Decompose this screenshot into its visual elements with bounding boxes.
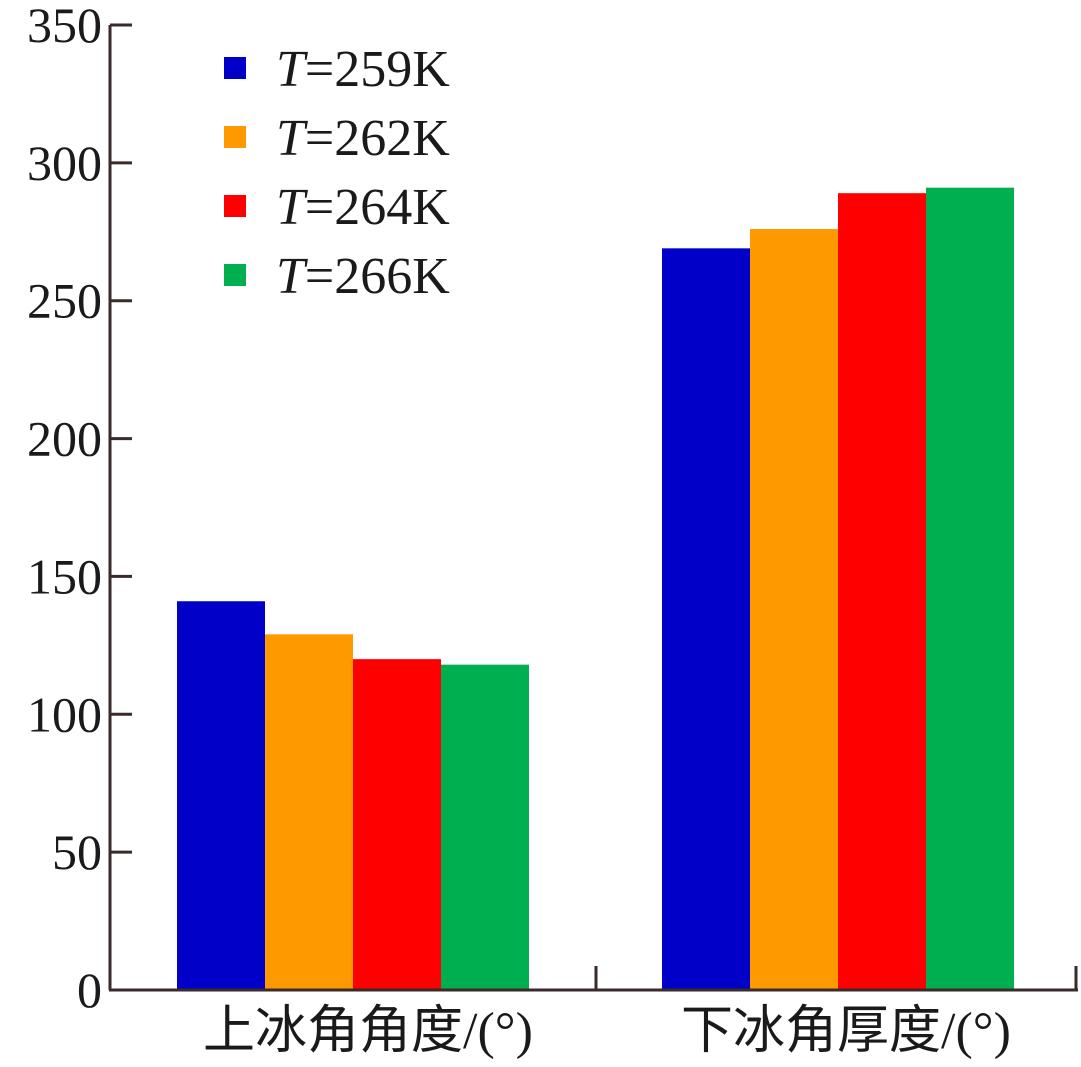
axes-layer <box>108 25 1078 992</box>
legend-swatch-1 <box>224 57 246 79</box>
bar-3-cat-1 <box>353 659 441 990</box>
bar-3-cat-2 <box>838 193 926 990</box>
y-tick-label-100: 100 <box>27 686 102 742</box>
bar-1-cat-2 <box>662 248 750 991</box>
bars-layer <box>177 187 1014 991</box>
bar-4-cat-2 <box>926 187 1014 990</box>
legend-swatch-2 <box>224 126 246 148</box>
bar-2-cat-2 <box>750 229 838 990</box>
legend-label-3: T=264K <box>276 179 450 236</box>
y-tick-label-250: 250 <box>27 273 102 329</box>
legend-swatch-3 <box>224 195 246 217</box>
legend-label-4: T=266K <box>276 248 450 305</box>
x-category-label-1: 上冰角角度/(°) <box>203 1003 533 1060</box>
legend-swatch-4 <box>224 264 246 286</box>
y-tick-label-150: 150 <box>27 548 102 604</box>
y-tick-label-50: 50 <box>52 824 102 880</box>
y-tick-label-300: 300 <box>27 135 102 191</box>
y-tick-label-350: 350 <box>27 0 102 53</box>
legend-label-2: T=262K <box>276 110 450 167</box>
legend: T=259K T=262K T=264K T=266K <box>224 41 450 305</box>
y-ticks-layer: 0 50 100 150 200 250 300 350 <box>27 0 132 1018</box>
bar-4-cat-1 <box>441 664 529 990</box>
bar-1-cat-1 <box>177 601 265 990</box>
x-category-label-2: 下冰角厚度/(°) <box>681 1003 1011 1060</box>
legend-label-1: T=259K <box>276 41 450 98</box>
x-categories-layer: 上冰角角度/(°) 下冰角厚度/(°) <box>203 1003 1011 1060</box>
y-tick-label-0: 0 <box>77 962 102 1018</box>
y-tick-label-200: 200 <box>27 411 102 467</box>
bar-2-cat-1 <box>265 634 353 990</box>
